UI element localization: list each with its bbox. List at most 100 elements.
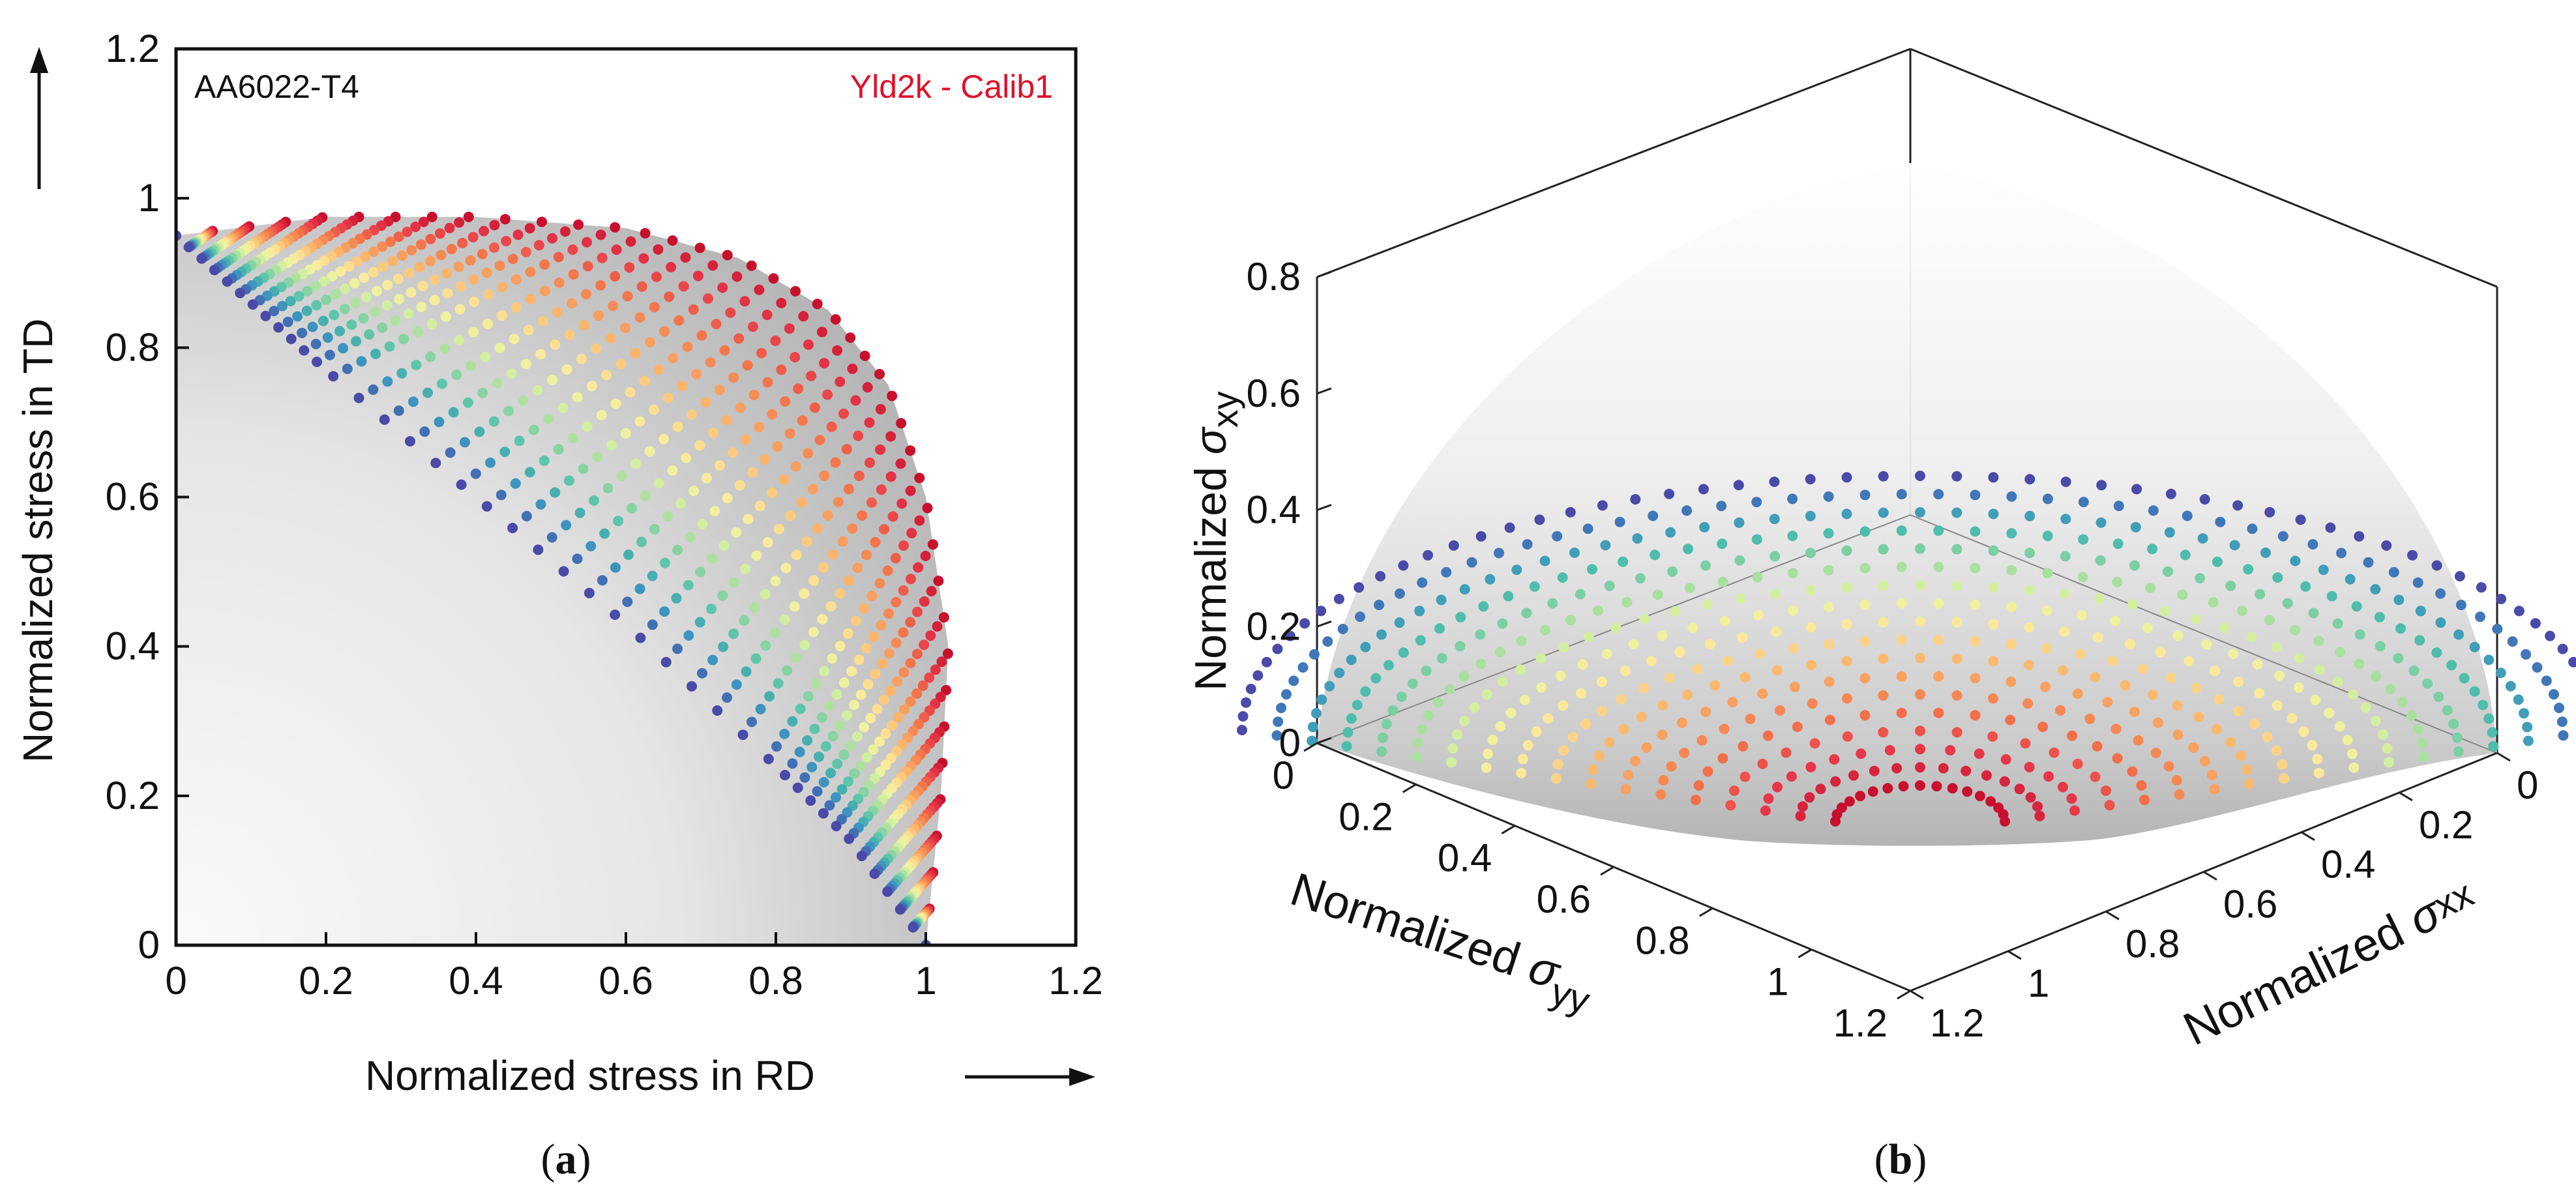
panel-a-data-point: [550, 487, 561, 498]
panel-b-data-point: [2024, 474, 2036, 485]
panel-b-data-point: [1586, 564, 1597, 575]
panel-a-data-point: [282, 316, 293, 327]
panel-b-y-tick-label: 0.8: [1635, 918, 1689, 962]
panel-a-data-point: [350, 297, 361, 308]
panel-a-data-point: [717, 590, 728, 601]
panel-b-data-point: [1763, 793, 1774, 804]
panel-a-data-point: [819, 358, 830, 369]
panel-b-data-point: [2233, 676, 2244, 687]
panel-a-data-point: [715, 460, 725, 471]
panel-b-data-point: [1316, 694, 1327, 705]
panel-b-data-point: [1679, 748, 1690, 758]
panel-a-data-point: [547, 233, 557, 244]
panel-b-data-point: [2262, 731, 2273, 742]
panel-a-data-point: [809, 402, 820, 413]
panel-a-x-tick-label: 1.2: [1048, 959, 1103, 1003]
panel-b-data-point: [1322, 636, 1333, 647]
panel-a-data-point: [779, 728, 790, 739]
panel-b-data-point: [1517, 754, 1528, 765]
panel-b-data-point: [2165, 488, 2176, 499]
panel-a-data-point: [807, 761, 818, 772]
panel-b-z-axis-label: Normalized σxy: [1186, 391, 1245, 691]
panel-a-data-point: [593, 310, 604, 321]
panel-a-data-point: [578, 463, 589, 475]
panel-a-data-point: [582, 421, 593, 432]
panel-b-data-point: [2442, 705, 2453, 716]
panel-a-data-point: [803, 448, 814, 459]
panel-b-data-point: [1740, 771, 1751, 782]
panel-a-data-point: [756, 347, 767, 359]
panel-b-z-tick-label: 0.6: [1247, 372, 1301, 415]
panel-a-data-point: [356, 356, 367, 367]
panel-a-data-point: [835, 720, 846, 731]
panel-a-data-point: [853, 430, 864, 441]
panel-b-data-point: [2310, 694, 2321, 705]
panel-b-data-point: [2164, 527, 2175, 538]
panel-a-data-point: [496, 490, 507, 501]
panel-a-data-point: [482, 318, 493, 329]
panel-b-data-point: [1641, 742, 1652, 753]
panel-b-data-point: [1657, 700, 1668, 711]
panel-b-data-point: [1769, 551, 1781, 562]
panel-b-data-point: [1987, 731, 1998, 742]
panel-a-data-point: [905, 445, 916, 456]
panel-a-data-point: [735, 402, 746, 413]
panel-a-data-point: [885, 431, 896, 442]
panel-b-data-point: [1970, 599, 1981, 610]
panel-b-data-point: [2182, 510, 2193, 521]
panel-a-data-point: [845, 740, 856, 751]
panel-a-data-point: [843, 484, 854, 495]
panel-b-data-point: [1805, 548, 1816, 559]
panel-b-data-point: [2277, 531, 2288, 542]
panel-b-data-point: [1961, 765, 1972, 776]
panel-b-x-tick-mark: [2105, 911, 2120, 920]
panel-b-data-point: [1497, 618, 1508, 629]
panel-b-data-point: [1915, 689, 1925, 700]
panel-a-y-tick-label: 0.4: [106, 624, 160, 668]
panel-b-data-point: [1896, 671, 1907, 682]
panel-a-data-point: [806, 370, 817, 381]
panel-a-data-point: [209, 265, 220, 276]
panel-b-data-point: [2084, 713, 2095, 724]
panel-b-data-point: [1494, 647, 1505, 658]
panel-a-data-point: [773, 523, 784, 535]
panel-a-data-point: [728, 628, 739, 639]
panel-a-data-point: [578, 319, 589, 330]
panel-a-data-point: [831, 792, 841, 803]
panel-a-data-point: [340, 284, 351, 294]
panel-a-data-point: [511, 274, 522, 285]
panel-b-data-point: [1896, 525, 1907, 536]
panel-b-data-point: [2041, 643, 2052, 654]
panel-b-data-point: [1394, 588, 1405, 599]
panel-b-data-point: [1933, 561, 1944, 572]
panel-b-data-point: [2096, 480, 2107, 491]
panel-a-chart: 0 0.2 0.4 0.6 0.8 1 1.2 0 0.2 0.4 0.6 0.8 1 1.2 AA602…: [14, 27, 1103, 1183]
panel-a-data-point: [677, 381, 688, 391]
panel-a-data-point: [880, 728, 891, 739]
panel-b-data-point: [1381, 718, 1392, 729]
panel-b-data-point: [1604, 580, 1615, 591]
panel-a-data-point: [499, 214, 511, 225]
panel-a-data-point: [334, 326, 345, 336]
panel-a-data-point: [567, 432, 578, 443]
panel-b-data-point: [2225, 580, 2236, 591]
panel-a-data-point: [927, 539, 938, 550]
panel-b-data-point: [2312, 754, 2323, 765]
panel-b-data-point: [2174, 789, 2185, 800]
panel-b-data-point: [1844, 796, 1855, 807]
panel-b-data-point: [1824, 714, 1835, 726]
panel-b-data-point: [1575, 688, 1586, 699]
panel-a-data-point: [875, 404, 886, 415]
panel-a-data-point: [876, 484, 887, 495]
panel-b-data-point: [1650, 550, 1661, 561]
panel-b-data-point: [1787, 568, 1798, 579]
panel-b-data-point: [2307, 539, 2318, 550]
panel-b-data-point: [2243, 564, 2254, 575]
panel-a-data-point: [835, 641, 846, 652]
panel-b-data-point: [1716, 501, 1727, 512]
panel-b-data-point: [1674, 647, 1685, 658]
panel-b-data-point: [2454, 571, 2465, 581]
panel-b-data-point: [1648, 510, 1659, 521]
panel-a-data-point: [482, 289, 494, 300]
